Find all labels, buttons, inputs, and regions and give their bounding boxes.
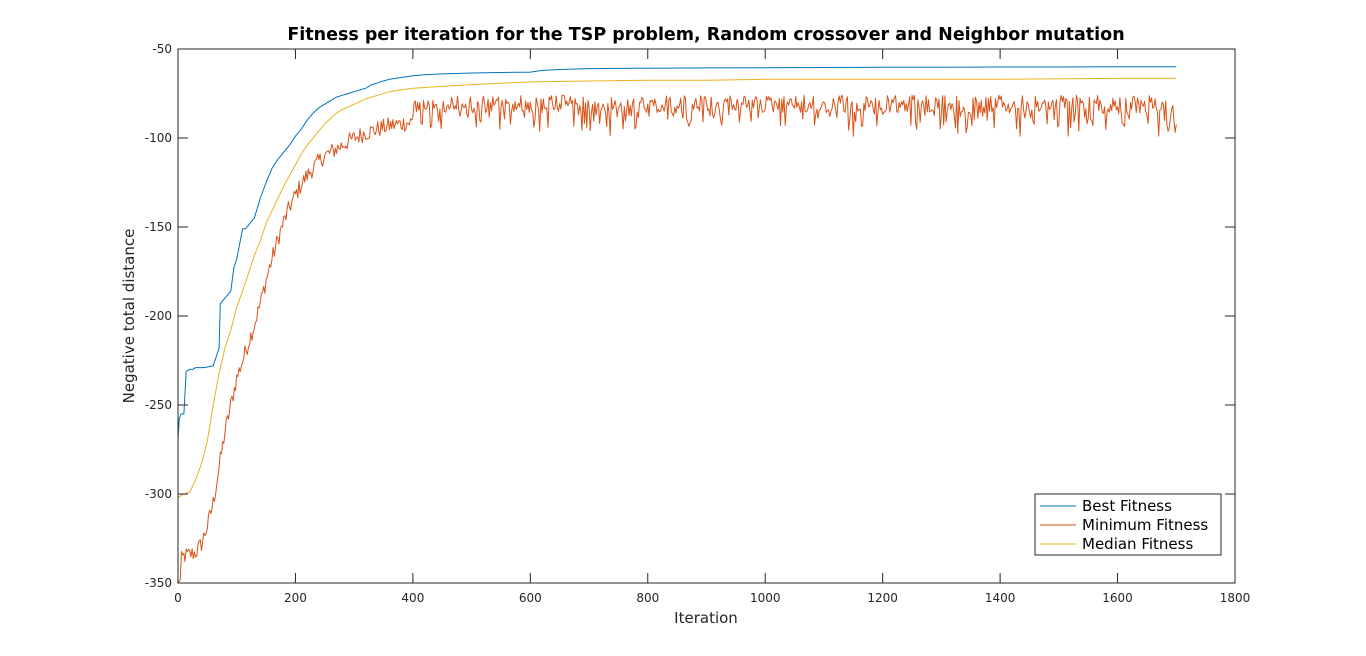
- x-tick-label: 1000: [750, 591, 781, 605]
- x-tick-label: 200: [284, 591, 307, 605]
- x-tick-label: 1600: [1102, 591, 1133, 605]
- series-line-median-fitness: [177, 77, 1177, 499]
- tick-layer: 0 200 400 600 800 1000 1200 1400 1600 1800 -350 -30…: [145, 42, 1251, 605]
- y-axis-label: Negative total distance: [120, 229, 138, 404]
- x-tick-label: 1800: [1220, 591, 1251, 605]
- y-tick-label: -250: [145, 398, 172, 412]
- x-tick-label: 0: [174, 591, 182, 605]
- legend-label-minimum: Minimum Fitness: [1082, 516, 1208, 534]
- series-layer: [177, 66, 1177, 584]
- legend-label-median: Median Fitness: [1082, 535, 1193, 553]
- chart-title: Fitness per iteration for the TSP proble…: [287, 25, 1124, 45]
- series-line-best-fitness: [177, 66, 1177, 439]
- y-tick-label: -350: [145, 576, 172, 590]
- x-tick-label: 1200: [867, 591, 898, 605]
- x-tick-label: 600: [519, 591, 542, 605]
- y-tick-label: -50: [152, 42, 172, 56]
- x-tick-label: 800: [636, 591, 659, 605]
- x-tick-label: 400: [401, 591, 424, 605]
- y-tick-label: -150: [145, 220, 172, 234]
- legend-label-best: Best Fitness: [1082, 497, 1172, 515]
- x-tick-label: 1400: [985, 591, 1016, 605]
- x-axis-label: Iteration: [674, 609, 738, 627]
- y-tick-label: -300: [145, 487, 172, 501]
- y-tick-label: -100: [145, 131, 172, 145]
- series-line-minimum-fitness: [177, 94, 1177, 584]
- legend: Best Fitness Minimum Fitness Median Fitn…: [1034, 493, 1222, 556]
- y-tick-label: -200: [145, 309, 172, 323]
